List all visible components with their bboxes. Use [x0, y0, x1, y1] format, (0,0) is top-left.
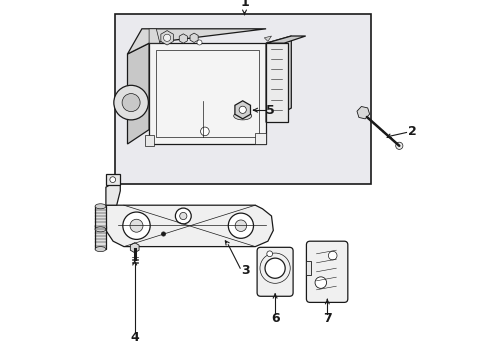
Bar [115, 14, 370, 184]
Circle shape [122, 94, 140, 112]
Circle shape [239, 106, 246, 113]
Circle shape [163, 34, 170, 41]
Polygon shape [265, 36, 291, 122]
Circle shape [197, 40, 202, 45]
Circle shape [179, 212, 186, 220]
Circle shape [264, 258, 285, 278]
Bar [145, 135, 154, 146]
Bar [265, 43, 287, 122]
Circle shape [314, 277, 326, 288]
FancyBboxPatch shape [306, 241, 347, 302]
Circle shape [395, 142, 402, 149]
Ellipse shape [95, 227, 106, 232]
Text: 1: 1 [240, 0, 248, 9]
Bar [156, 50, 258, 137]
Circle shape [266, 251, 272, 257]
Text: 3: 3 [241, 264, 249, 277]
Circle shape [110, 177, 115, 183]
Bar [106, 174, 120, 185]
Polygon shape [127, 43, 149, 144]
Polygon shape [265, 36, 305, 43]
Circle shape [161, 232, 165, 236]
Text: 6: 6 [270, 312, 279, 325]
Ellipse shape [95, 224, 106, 229]
FancyBboxPatch shape [257, 247, 292, 296]
Circle shape [130, 219, 142, 232]
Polygon shape [264, 36, 271, 41]
Circle shape [200, 127, 209, 136]
Text: 2: 2 [407, 125, 416, 138]
Polygon shape [149, 29, 160, 43]
Bar [305, 261, 310, 275]
Text: 5: 5 [265, 104, 274, 117]
Bar [95, 206, 106, 229]
Ellipse shape [233, 112, 251, 120]
Polygon shape [255, 133, 265, 144]
Circle shape [175, 208, 191, 224]
Circle shape [122, 212, 150, 239]
Polygon shape [106, 182, 120, 205]
Text: 4: 4 [130, 331, 139, 344]
Bar [95, 226, 106, 249]
Ellipse shape [95, 204, 106, 209]
Ellipse shape [95, 247, 106, 252]
Circle shape [328, 251, 336, 260]
Bar [149, 43, 265, 144]
Polygon shape [127, 29, 265, 54]
Text: 7: 7 [322, 312, 331, 325]
Circle shape [228, 213, 253, 238]
Circle shape [114, 85, 148, 120]
Polygon shape [106, 205, 273, 247]
Circle shape [235, 220, 246, 231]
